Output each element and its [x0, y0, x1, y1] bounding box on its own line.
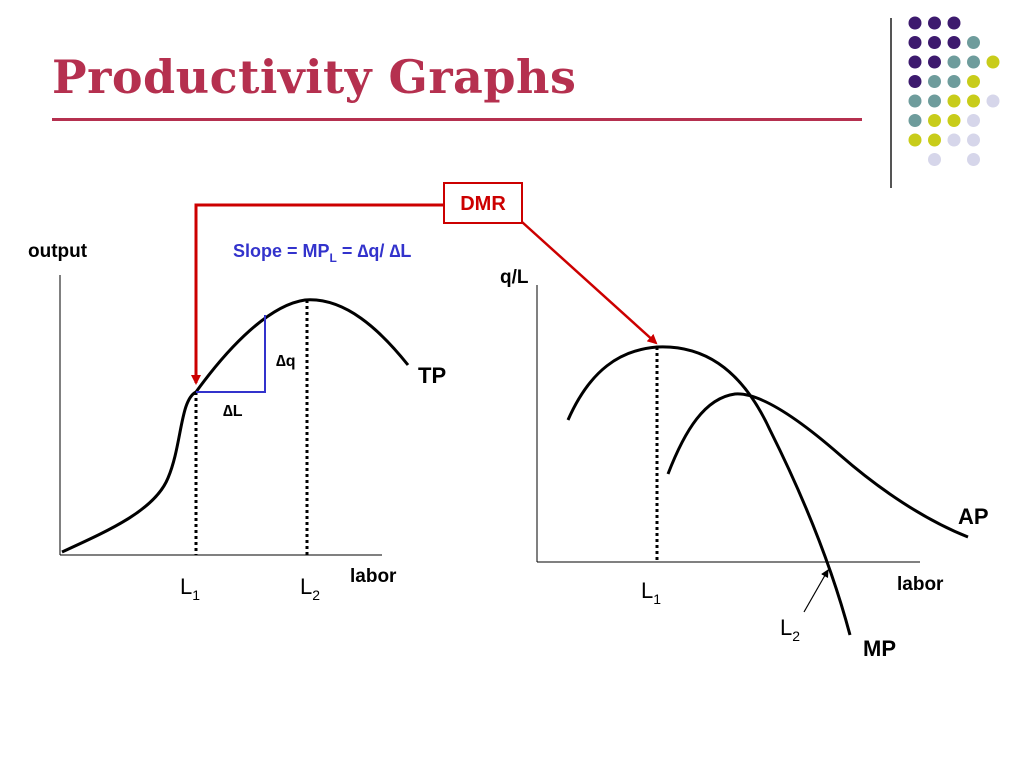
tp-curve	[61, 298, 410, 554]
decorative-dot	[947, 133, 961, 147]
decorative-dot	[908, 133, 922, 147]
decorative-dot	[928, 55, 941, 69]
mp-curve	[566, 345, 852, 636]
right-y-axis-label: q/L	[500, 267, 529, 288]
right-graph: q/L labor AP MP L1 L2	[500, 267, 989, 661]
page-title: Productivity Graphs	[52, 50, 577, 104]
decorative-dot	[947, 16, 961, 30]
decorative-vertical-rule	[890, 18, 892, 188]
left-l2-label: L2	[300, 574, 320, 603]
decorative-dot	[967, 133, 980, 147]
tp-curve-label: TP	[418, 363, 446, 388]
decorative-dot	[967, 36, 980, 49]
decorative-dot	[928, 94, 941, 108]
left-graph: output labor TP ∆q ∆L L1 L2	[28, 241, 446, 603]
right-l1-label: L1	[641, 578, 661, 607]
decorative-dot	[947, 94, 961, 108]
decorative-dot	[967, 55, 980, 69]
decorative-dot	[908, 16, 922, 30]
slope-triangle	[196, 315, 266, 393]
decorative-dot	[967, 75, 980, 88]
dmr-arrow-left	[191, 203, 444, 385]
decorative-dot	[967, 94, 980, 108]
ap-curve-label: AP	[958, 504, 989, 529]
decorative-dot	[947, 36, 961, 49]
l2-pointer-arrow	[803, 569, 829, 613]
decorative-dot	[928, 114, 941, 127]
delta-q-label: ∆q	[276, 353, 296, 370]
decorative-dot-grid	[908, 16, 1000, 166]
decorative-dot	[947, 75, 961, 88]
slope-formula: Slope = MPL = ∆q/ ∆L	[233, 241, 411, 265]
ap-curve	[666, 392, 969, 539]
decorative-dot	[908, 55, 922, 69]
decorative-dot	[928, 133, 941, 147]
left-l1-label: L1	[180, 574, 200, 603]
decorative-dot	[947, 55, 961, 69]
decorative-dot	[908, 36, 922, 49]
mp-curve-label: MP	[863, 636, 896, 661]
delta-l-label: ∆L	[223, 403, 243, 420]
decorative-dot	[908, 114, 922, 127]
decorative-dot	[908, 94, 922, 108]
decorative-dot	[928, 16, 941, 30]
dmr-arrow-right	[521, 221, 658, 345]
right-x-axis-label: labor	[897, 574, 944, 595]
decorative-dot	[908, 75, 922, 88]
decorative-dot	[928, 153, 941, 166]
dmr-box	[443, 182, 523, 224]
left-x-axis-label: labor	[350, 566, 397, 587]
right-l2-label: L2	[780, 615, 800, 644]
decorative-dot	[947, 114, 961, 127]
decorative-dot	[986, 94, 1000, 108]
decorative-dot	[967, 153, 980, 166]
decorative-dot	[967, 114, 980, 127]
decorative-dot	[928, 75, 941, 88]
left-y-axis-label: output	[28, 241, 88, 262]
dmr-label: DMR	[460, 193, 506, 215]
decorative-dot	[986, 55, 1000, 69]
decorative-dot	[928, 36, 941, 49]
title-underline	[52, 118, 862, 121]
